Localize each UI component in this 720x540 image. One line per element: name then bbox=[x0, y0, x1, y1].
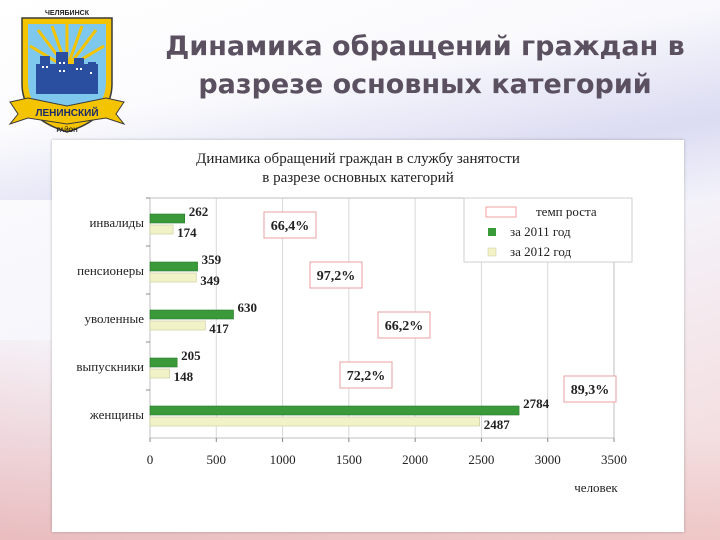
growth-label-2: 66,2% bbox=[385, 319, 424, 334]
x-tick-label-1500: 1500 bbox=[336, 452, 362, 467]
x-tick-label-3000: 3000 bbox=[535, 452, 561, 467]
bar-2011-1 bbox=[149, 261, 198, 272]
data-label-2011-3: 205 bbox=[181, 348, 201, 363]
data-label-2012-0: 174 bbox=[177, 225, 197, 240]
x-tick-label-1000: 1000 bbox=[270, 452, 296, 467]
x-tick-label-3500: 3500 bbox=[601, 452, 627, 467]
page-title-line-2: разрезе основных категорий bbox=[198, 69, 652, 100]
x-tick-label-2500: 2500 bbox=[468, 452, 494, 467]
data-label-2012-2: 417 bbox=[209, 321, 229, 336]
bar-2011-3 bbox=[149, 357, 178, 368]
data-label-2012-3: 148 bbox=[174, 369, 194, 384]
chart-frame: Динамика обращений граждан в службу заня… bbox=[52, 140, 684, 532]
growth-label-3: 72,2% bbox=[347, 369, 386, 384]
bar-2012-2 bbox=[149, 320, 206, 331]
growth-label-1: 97,2% bbox=[317, 269, 356, 284]
district-emblem: ЧЕЛЯБИНСК ЛЕНИНСКИЙ РАЙОН bbox=[8, 6, 126, 138]
legend-label-2011: за 2011 год bbox=[510, 224, 571, 239]
page-title-line-1: Динамика обращений граждан в bbox=[165, 31, 685, 62]
legend-swatch-2012 bbox=[487, 247, 497, 257]
svg-text:ЛЕНИНСКИЙ: ЛЕНИНСКИЙ bbox=[35, 106, 98, 119]
legend: темп роста за 2011 год за 2012 год bbox=[463, 197, 633, 263]
category-label-3: выпускники bbox=[76, 359, 144, 374]
data-label-2011-2: 630 bbox=[238, 300, 258, 315]
bar-2012-0 bbox=[149, 224, 174, 235]
category-label-2: уволенные bbox=[84, 311, 144, 326]
growth-box-1 bbox=[309, 261, 363, 289]
data-label-2012-4: 2487 bbox=[484, 417, 511, 432]
legend-label-2012: за 2012 год bbox=[510, 244, 572, 259]
bar-2012-3 bbox=[149, 368, 170, 379]
growth-box-4 bbox=[563, 375, 617, 403]
svg-text:ЧЕЛЯБИНСК: ЧЕЛЯБИНСК bbox=[45, 10, 90, 17]
category-label-4: женщины bbox=[89, 407, 144, 422]
growth-box-2 bbox=[377, 311, 431, 339]
svg-text:РАЙОН: РАЙОН bbox=[56, 126, 77, 134]
legend-swatch-growth bbox=[485, 206, 517, 218]
bar-2011-0 bbox=[149, 213, 186, 224]
data-label-2012-1: 349 bbox=[200, 273, 220, 288]
page-title: Динамика обращений граждан в разрезе осн… bbox=[130, 28, 720, 104]
emblem-graphic: ЧЕЛЯБИНСК ЛЕНИНСКИЙ РАЙОН bbox=[8, 10, 126, 134]
data-label-2011-1: 359 bbox=[202, 252, 222, 267]
growth-box-3 bbox=[339, 361, 393, 389]
chart-title-line-2: в разрезе основных категорий bbox=[262, 170, 453, 186]
x-tick-label-0: 0 bbox=[147, 452, 154, 467]
bar-chart: Динамика обращений граждан в службу заня… bbox=[76, 151, 633, 495]
chart-title-line-1: Динамика обращений граждан в службу заня… bbox=[196, 151, 520, 167]
x-tick-label-500: 500 bbox=[207, 452, 227, 467]
x-tick-label-2000: 2000 bbox=[402, 452, 428, 467]
bar-2011-4 bbox=[149, 405, 520, 416]
bar-2011-2 bbox=[149, 309, 234, 320]
data-label-2011-0: 262 bbox=[189, 204, 209, 219]
legend-label-growth: темп роста bbox=[536, 204, 597, 219]
category-label-1: пенсионеры bbox=[77, 263, 144, 278]
legend-swatch-2011 bbox=[488, 228, 496, 236]
growth-label-4: 89,3% bbox=[571, 383, 610, 398]
growth-box-0 bbox=[263, 211, 317, 239]
x-axis-label: человек bbox=[574, 480, 618, 495]
category-label-0: инвалиды bbox=[89, 215, 144, 230]
bar-2012-4 bbox=[149, 416, 481, 427]
data-label-2011-4: 2784 bbox=[523, 396, 550, 411]
bar-2012-1 bbox=[149, 272, 197, 283]
growth-label-0: 66,4% bbox=[271, 219, 310, 234]
